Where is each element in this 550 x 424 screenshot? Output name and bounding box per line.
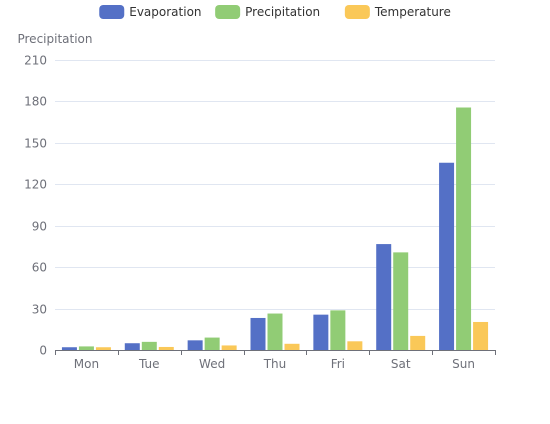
x-tick-label: Tue: [138, 357, 160, 371]
y-tick-label: 30: [32, 303, 47, 317]
y-tick-label: 180: [24, 95, 47, 109]
bar-evaporation-sat[interactable]: [376, 244, 392, 350]
legend-swatch: [344, 5, 370, 19]
bar-evaporation-mon[interactable]: [61, 347, 77, 350]
x-tick-label: Mon: [74, 357, 99, 371]
legend-item-precipitation[interactable]: Precipitation: [215, 5, 320, 19]
bar-temperature-sun[interactable]: [473, 321, 489, 350]
legend-label: Evaporation: [129, 5, 201, 19]
x-tick-label: Thu: [263, 357, 287, 371]
x-tick-label: Fri: [331, 357, 345, 371]
legend-swatch: [215, 5, 241, 19]
y-tick-label: 210: [24, 54, 47, 68]
bar-evaporation-wed[interactable]: [187, 340, 203, 350]
bars[interactable]: [61, 107, 489, 351]
x-tick-label: Sun: [452, 357, 475, 371]
bar-precipitation-mon[interactable]: [78, 346, 94, 350]
y-tick-label: 60: [32, 261, 47, 275]
y-axis-title: Precipitation: [17, 32, 92, 46]
bar-evaporation-tue[interactable]: [124, 343, 140, 350]
y-tick-label: 150: [24, 137, 47, 151]
bar-precipitation-fri[interactable]: [330, 310, 346, 350]
bar-precipitation-sat[interactable]: [393, 252, 409, 350]
x-tick-label: Sat: [391, 357, 411, 371]
bar-temperature-thu[interactable]: [284, 343, 300, 350]
bar-precipitation-tue[interactable]: [141, 341, 157, 350]
legend[interactable]: Evaporation Precipitation Temperature: [99, 5, 451, 19]
legend-item-evaporation[interactable]: Evaporation: [99, 5, 202, 19]
y-tick-label: 120: [24, 178, 47, 192]
legend-label: Temperature: [374, 5, 451, 19]
legend-swatch: [99, 5, 125, 19]
bar-temperature-sat[interactable]: [410, 335, 426, 350]
grid-lines: [55, 60, 495, 310]
bar-precipitation-sun[interactable]: [456, 107, 472, 351]
bar-temperature-fri[interactable]: [347, 341, 363, 350]
legend-item-temperature[interactable]: Temperature: [344, 5, 451, 19]
x-tick-label: Wed: [199, 357, 225, 371]
bar-temperature-tue[interactable]: [158, 346, 174, 350]
bar-precipitation-thu[interactable]: [267, 313, 283, 350]
y-tick-label: 0: [39, 344, 47, 358]
x-axis: Mon Tue Wed Thu Fri Sat Sun: [55, 350, 496, 371]
bar-temperature-wed[interactable]: [221, 345, 237, 350]
bar-temperature-mon[interactable]: [95, 347, 111, 350]
y-tick-label: 90: [32, 220, 47, 234]
bar-evaporation-sun[interactable]: [439, 162, 455, 350]
y-axis-ticks: 0 30 60 90 120 150 180 210: [24, 54, 47, 358]
legend-label: Precipitation: [245, 5, 320, 19]
bar-evaporation-thu[interactable]: [250, 317, 266, 350]
bar-evaporation-fri[interactable]: [313, 314, 329, 350]
bar-precipitation-wed[interactable]: [204, 337, 220, 350]
